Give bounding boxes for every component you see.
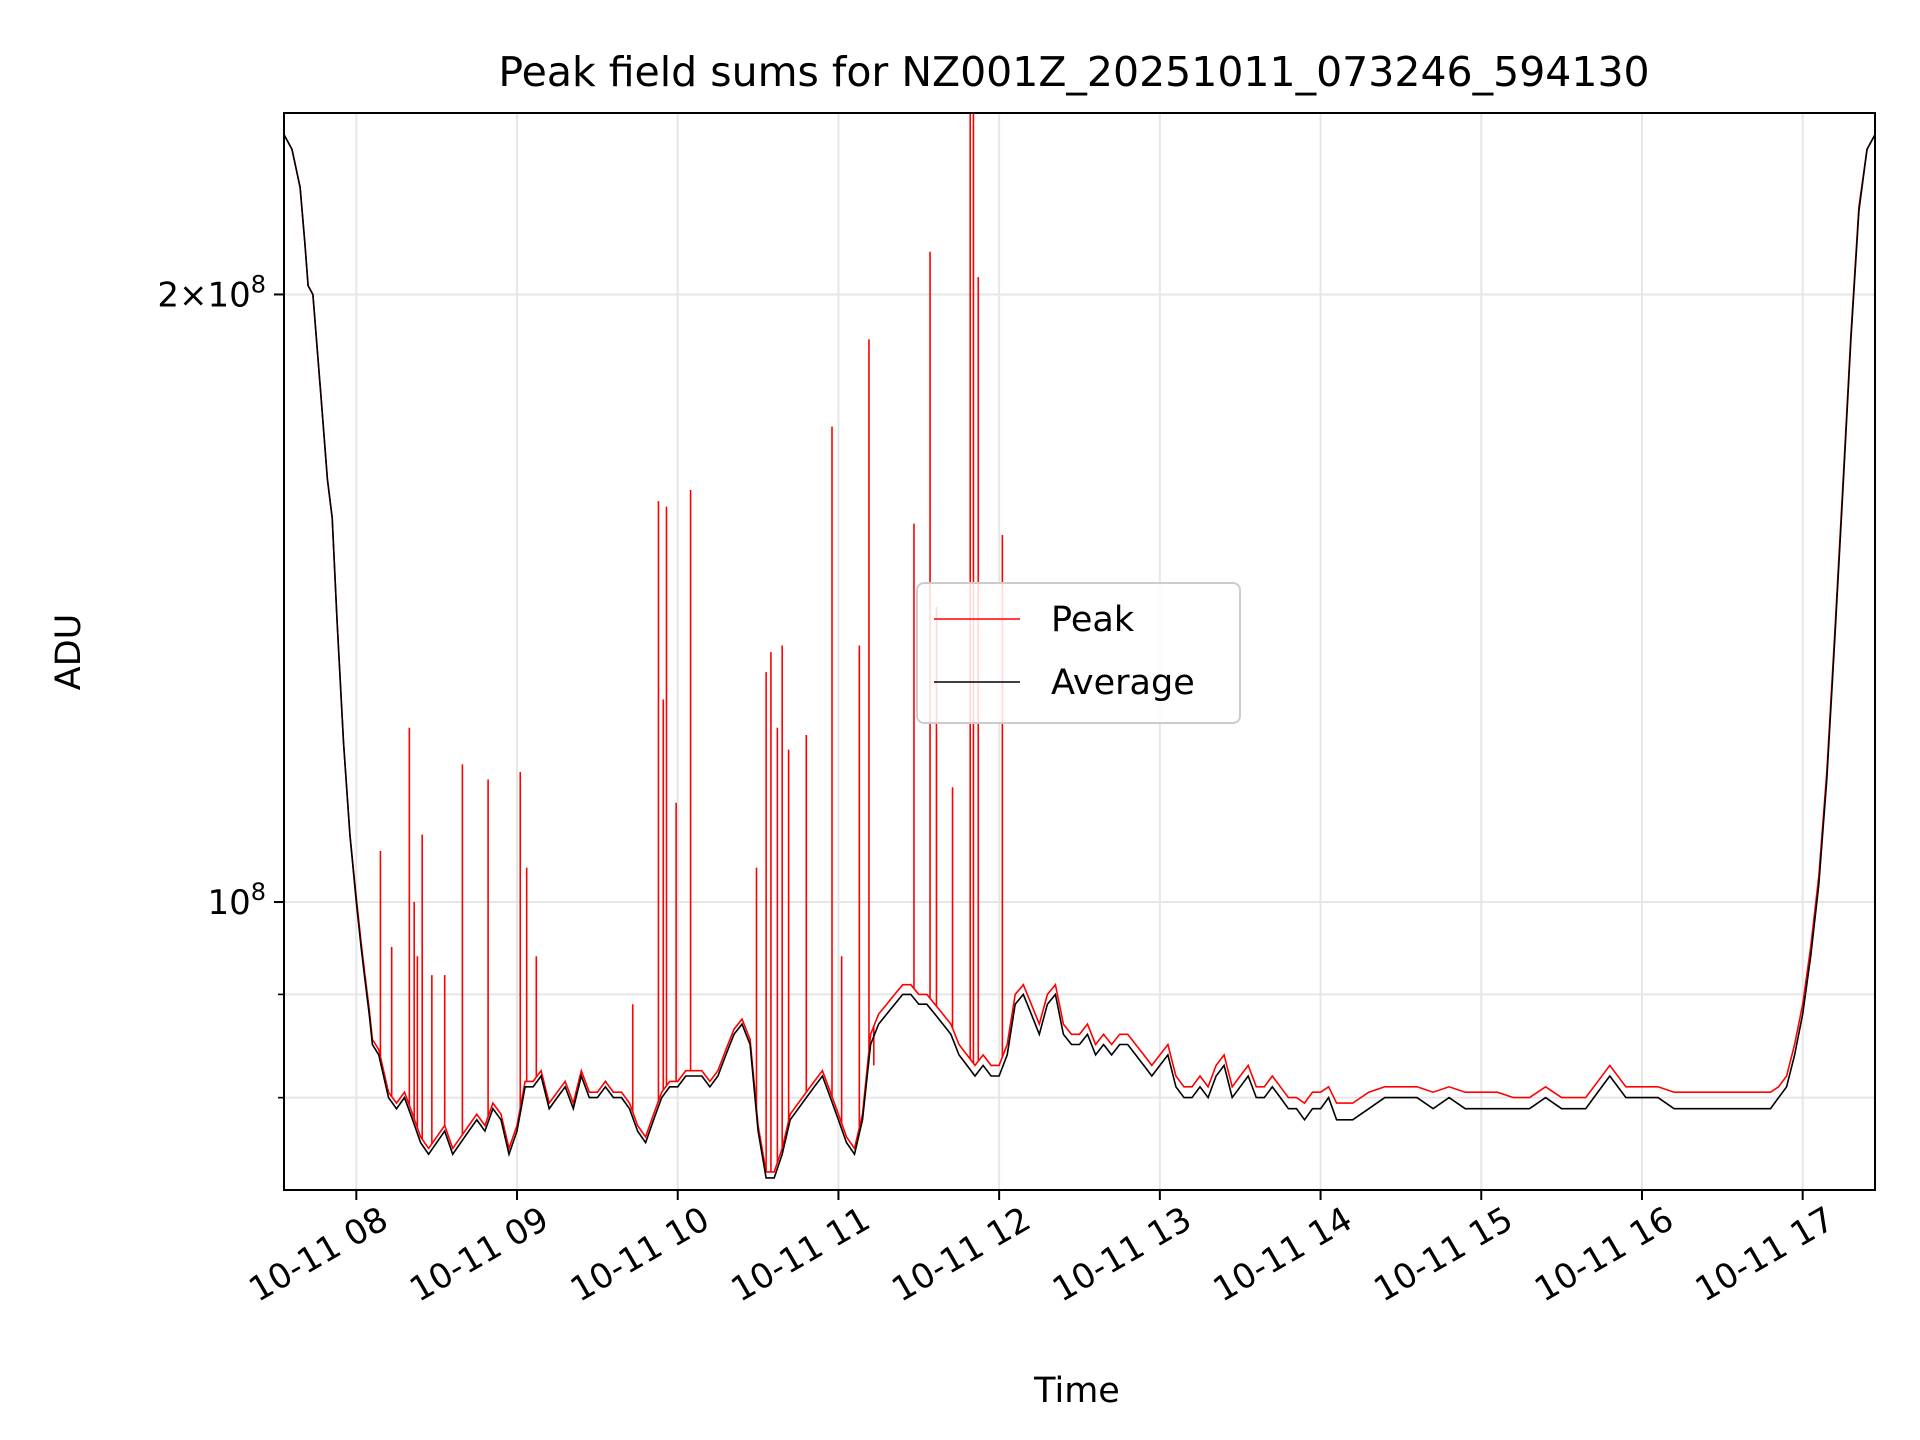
legend-label-peak: Peak — [1051, 600, 1135, 640]
legend-label-average: Average — [1051, 663, 1195, 703]
plot-frame — [283, 112, 1876, 1191]
x-axis-label: Time — [1033, 1371, 1120, 1411]
legend-box — [916, 582, 1241, 724]
y-tick-label: 108 — [207, 878, 266, 923]
legend: Peak Average — [916, 582, 1241, 724]
plot-area — [284, 113, 1875, 1179]
y-axis-label: ADU — [49, 614, 89, 691]
chart-title: Peak field sums for NZ001Z_20251011_0732… — [498, 48, 1649, 96]
y-axis: 2×108 108 — [157, 270, 284, 1099]
series-line-peak — [284, 134, 1875, 1173]
series-line-average — [284, 134, 1875, 1179]
y-tick-label: 2×108 — [157, 270, 266, 315]
